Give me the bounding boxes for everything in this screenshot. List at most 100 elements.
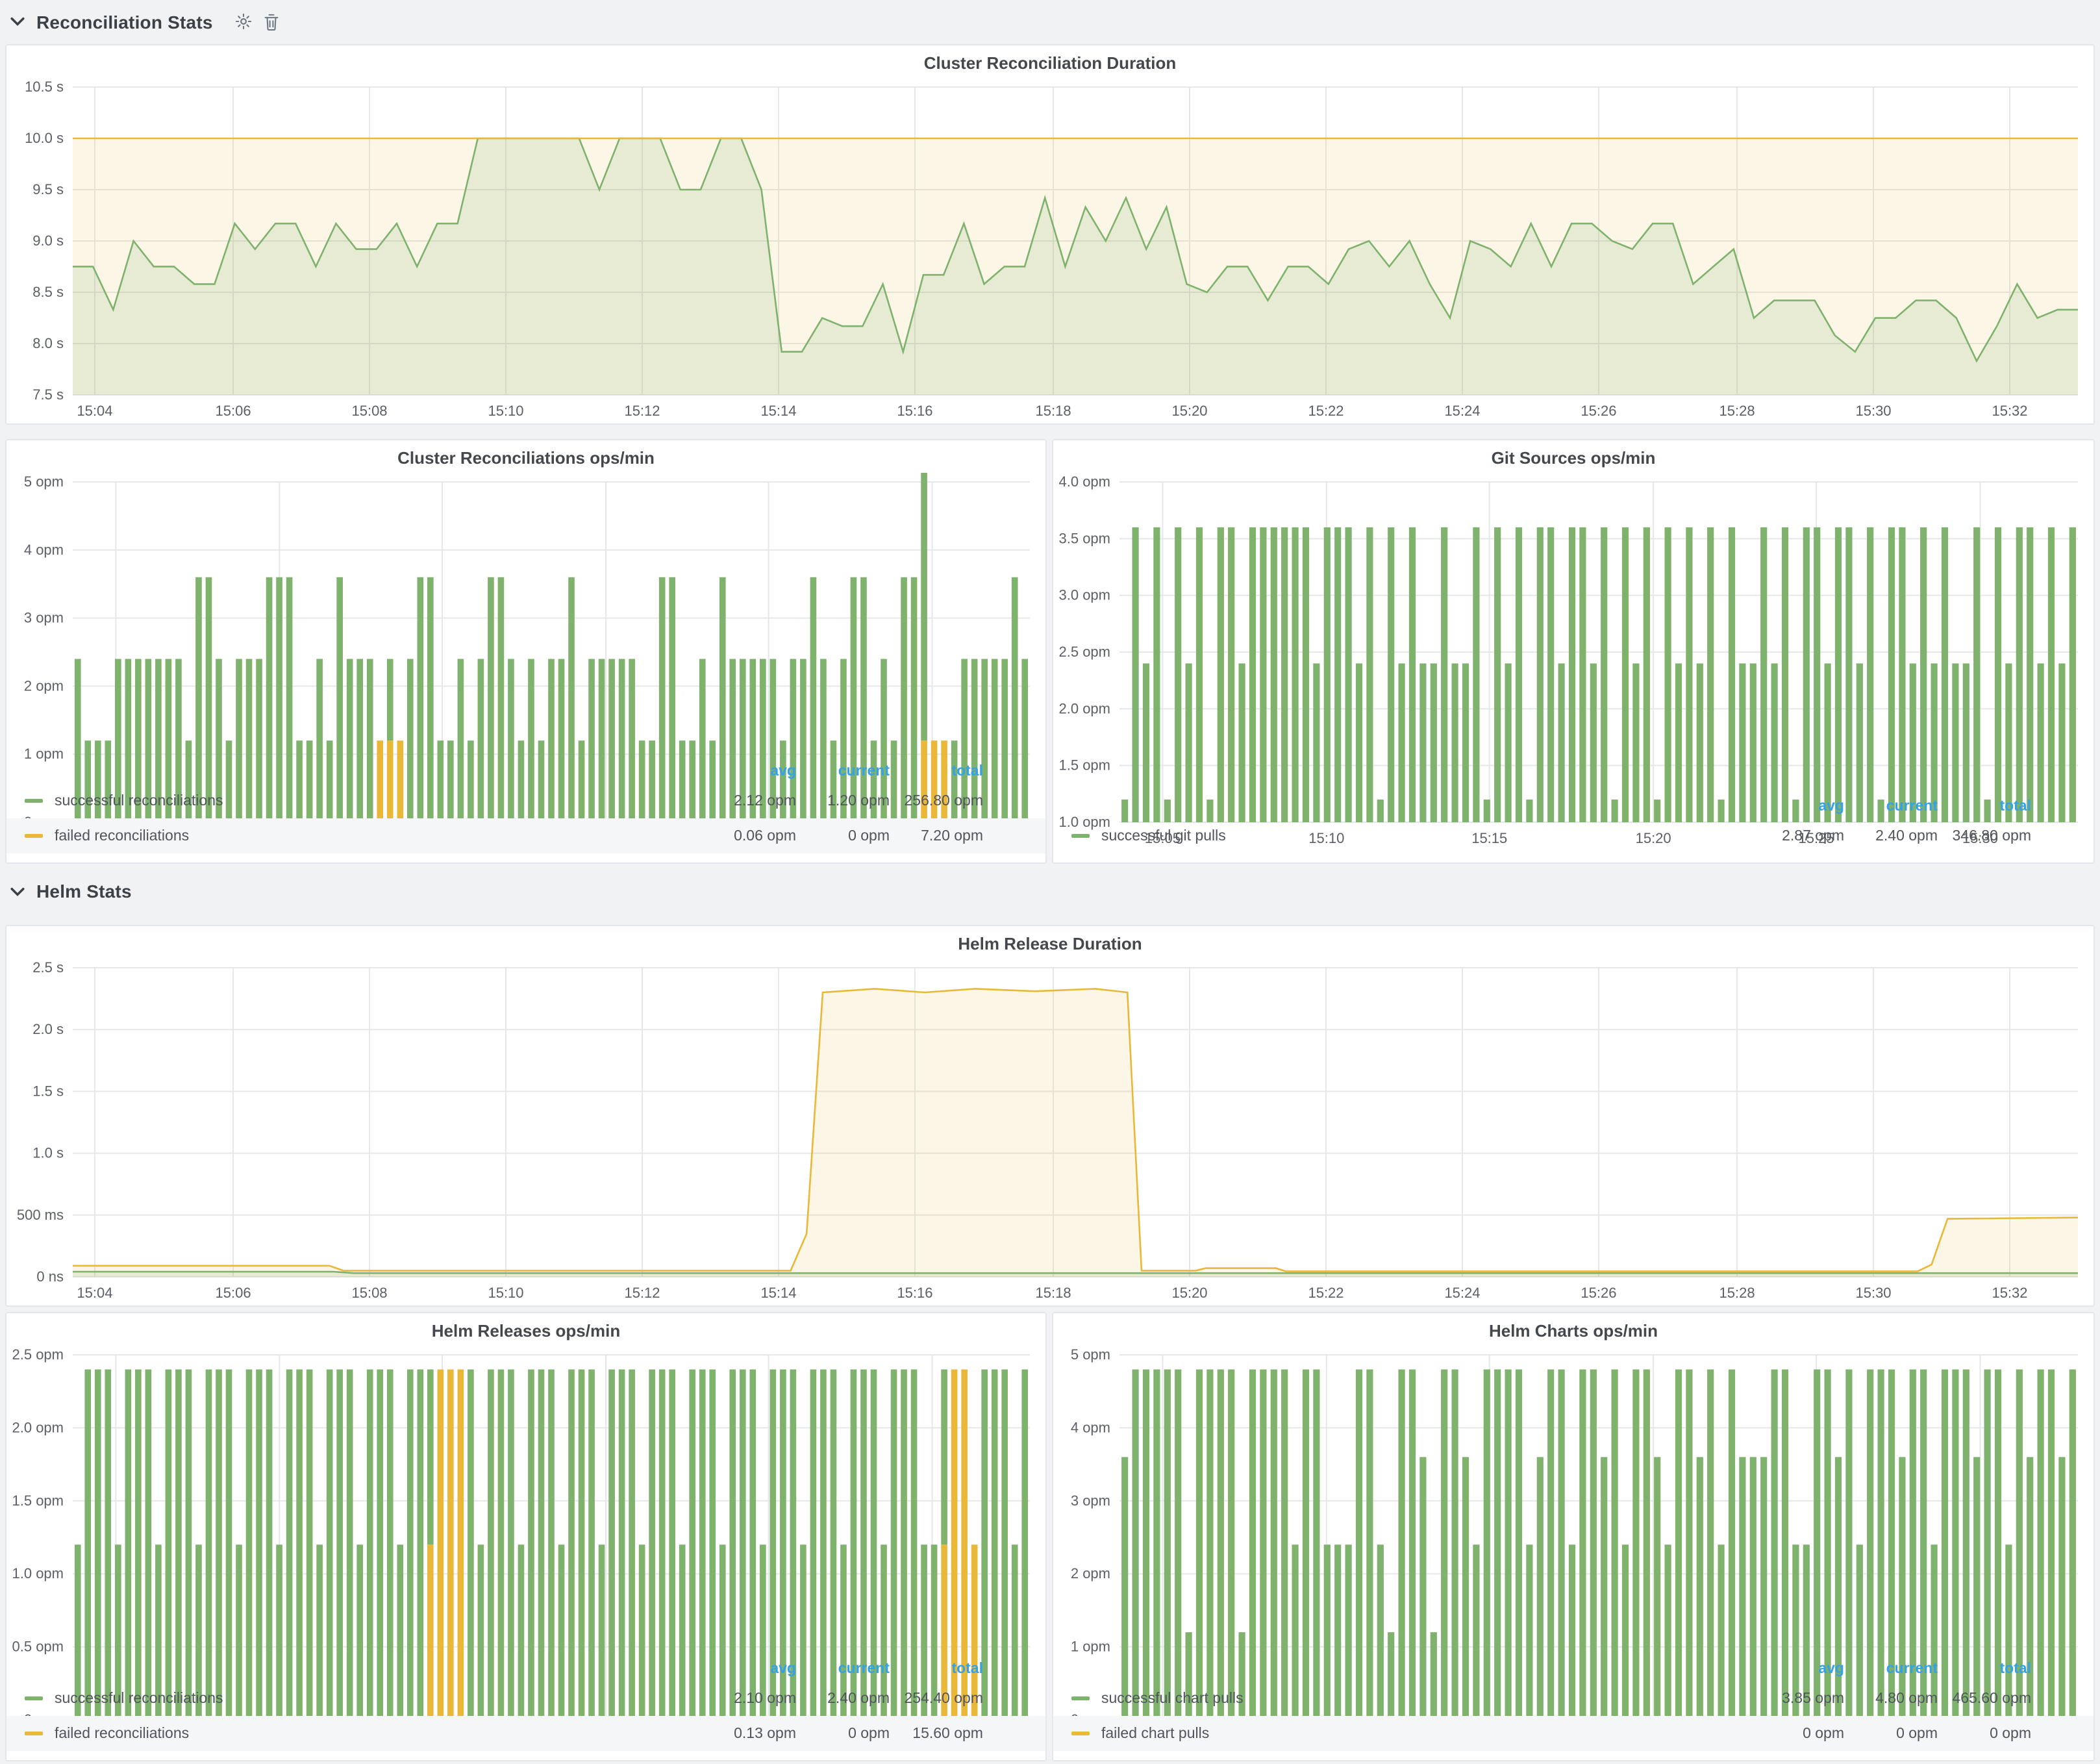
legend-col-total[interactable]: total [1999,1661,2031,1677]
legend-stat-value: 2.87 opm [1782,828,1844,844]
chevron-down-icon[interactable] [10,887,25,896]
panel-helm-release-duration: Helm Release Duration 15:04 15:06 15:08 15:… [5,925,2095,1307]
legend-stat-value: 0 opm [1990,1726,2031,1741]
trash-icon[interactable] [264,12,279,31]
svg-text:15:04: 15:04 [77,403,112,419]
legend-col-avg[interactable]: avg [1818,799,1844,814]
git-sources-ops-chart[interactable]: 15:05 15:10 15:15 15:20 15:25 15:30 4.0 opm 3.5… [1058,473,2088,846]
svg-text:2.0 s: 2.0 s [32,1021,64,1037]
panel-title[interactable]: Cluster Reconciliation Duration [923,53,1177,73]
legend-stat-value: 346.80 opm [1952,828,2032,844]
series-name[interactable]: successful chart pulls [1101,1691,1244,1706]
svg-text:2.0 opm: 2.0 opm [1059,700,1111,716]
legend-col-current[interactable]: current [1886,1661,1938,1677]
chevron-down-icon[interactable] [10,17,25,26]
svg-text:15:24: 15:24 [1444,1285,1480,1301]
svg-text:4 opm: 4 opm [1071,1419,1110,1435]
svg-text:4.0 opm: 4.0 opm [1059,473,1111,490]
svg-text:0.5 opm: 0.5 opm [12,1639,64,1655]
svg-text:15:30: 15:30 [1855,403,1891,419]
svg-text:15:20: 15:20 [1171,403,1207,419]
legend-stat-value: 256.80 opm [904,793,984,809]
svg-text:15:14: 15:14 [760,403,796,419]
cluster-reconciliation-duration-chart[interactable]: 15:04 15:06 15:08 15:10 15:12 15:14 15:16 15:18… [12,78,2088,423]
series-name[interactable]: successful reconciliations [55,1691,223,1706]
svg-text:15:32: 15:32 [1992,403,2027,419]
svg-text:1 opm: 1 opm [1071,1639,1110,1655]
legend-stat-value: 0.06 opm [734,828,796,844]
panel-title[interactable]: Cluster Reconciliations ops/min [397,448,655,468]
svg-text:15:22: 15:22 [1308,403,1344,419]
legend-header: avg current total [6,1657,1045,1681]
legend-row: successful git pulls 2.87 opm 2.40 opm 346.… [1053,818,2094,853]
panel-title[interactable]: Helm Releases ops/min [431,1321,621,1341]
series-color-dash [25,799,43,803]
series-name[interactable]: failed chart pulls [1101,1726,1210,1741]
series-name[interactable]: failed reconciliations [55,828,190,844]
legend-col-current[interactable]: current [1886,799,1938,814]
panel-title[interactable]: Git Sources ops/min [1491,448,1656,468]
svg-text:2.5 s: 2.5 s [32,959,64,976]
svg-text:15:05: 15:05 [1145,830,1181,846]
legend-col-avg[interactable]: avg [770,764,796,779]
series-name[interactable]: successful reconciliations [55,793,223,809]
legend-stat-value: 7.20 opm [921,828,983,844]
legend-header: avg current total [1053,795,2094,818]
svg-text:9.0 s: 9.0 s [32,233,64,249]
legend-col-current[interactable]: current [838,1661,890,1677]
svg-text:3.0 opm: 3.0 opm [1059,587,1111,603]
svg-text:15:26: 15:26 [1581,403,1616,419]
legend-stat-value: 0 opm [848,1726,890,1741]
svg-text:15:26: 15:26 [1581,1285,1616,1301]
legend-stat-value: 2.10 opm [734,1691,796,1706]
panel-title[interactable]: Helm Charts ops/min [1488,1321,1658,1341]
svg-text:15:12: 15:12 [624,403,660,419]
svg-text:10.0 s: 10.0 s [25,130,64,146]
legend-col-current[interactable]: current [838,764,890,779]
svg-text:15:16: 15:16 [897,403,932,419]
svg-text:15:30: 15:30 [1855,1285,1891,1301]
panel-cluster-reconciliations-ops: Cluster Reconciliations ops/min 15:0515:… [5,414,1047,864]
section-header-reconciliation-stats[interactable]: Reconciliation Stats [10,0,279,43]
legend-row: successful chart pulls 3.85 opm 4.80 opm 46… [1053,1681,2094,1716]
svg-text:9.5 s: 9.5 s [32,181,64,197]
legend-row: successful reconciliations 2.10 opm 2.40 o… [6,1681,1045,1716]
svg-text:15:20: 15:20 [1636,830,1671,846]
helm-release-duration-chart[interactable]: 15:04 15:06 15:08 15:10 15:12 15:14 15:16 15:18… [12,959,2088,1305]
legend-git-sources: avg current total successful git pulls 2.87 … [1053,792,2094,863]
svg-text:15:08: 15:08 [351,403,387,419]
panel-git-sources-ops: Git Sources ops/min 15:05 15:10 15:15 15:20… [1052,439,2095,864]
svg-text:15:16: 15:16 [897,1285,932,1301]
legend-col-avg[interactable]: avg [1818,1661,1844,1677]
legend-stat-value: 4.80 opm [1875,1691,1938,1706]
series-color-dash [1071,1732,1090,1735]
svg-text:15:06: 15:06 [216,403,251,419]
svg-text:2 opm: 2 opm [1071,1565,1110,1581]
svg-text:15:20: 15:20 [1171,1285,1207,1301]
legend-stat-value: 3.85 opm [1782,1691,1844,1706]
panel-title[interactable]: Helm Release Duration [958,934,1142,953]
series-name[interactable]: successful git pulls [1101,828,1226,844]
svg-text:15:04: 15:04 [77,1285,112,1301]
legend-stat-value: 0.13 opm [734,1726,796,1741]
legend-col-total[interactable]: total [951,1661,983,1677]
legend-col-total[interactable]: total [1999,799,2031,814]
svg-text:8.0 s: 8.0 s [32,335,64,351]
legend-header: avg current total [6,760,1045,783]
svg-text:3 opm: 3 opm [1071,1493,1110,1509]
series-name[interactable]: failed reconciliations [55,1726,190,1741]
svg-text:3 opm: 3 opm [24,610,64,626]
legend-row: failed chart pulls 0 opm 0 opm 0 opm [1053,1716,2094,1751]
legend-col-avg[interactable]: avg [770,1661,796,1677]
svg-text:2 opm: 2 opm [24,677,64,694]
section-header-helm-stats[interactable]: Helm Stats [10,865,132,917]
legend-cluster-reconciliations: avg current total successful reconciliation… [6,757,1045,863]
gear-icon[interactable] [235,13,252,30]
legend-helm-charts: avg current total successful chart pulls 3.8… [1053,1655,2094,1760]
legend-col-total[interactable]: total [951,764,983,779]
